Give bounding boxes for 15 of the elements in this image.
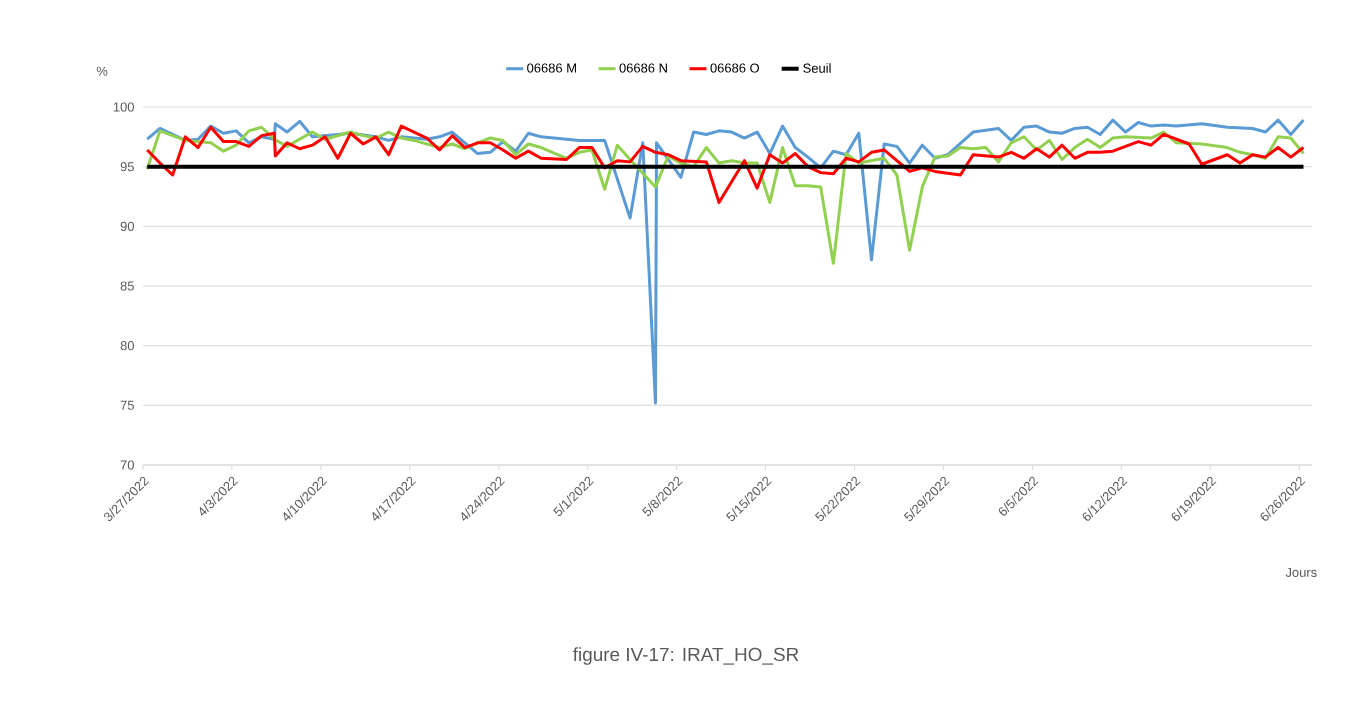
line-series: [145, 124, 1305, 204]
text: figure IV-17: IRAT_HO_SR: [573, 647, 799, 665]
legend-label: 06686 M: [527, 63, 576, 73]
y-tick-label: 70: [120, 460, 134, 470]
legend-label: 06686 O: [710, 63, 760, 73]
y-tick-label: 75: [120, 400, 134, 410]
y-tick-label: 90: [120, 221, 134, 231]
x-axis-title: Jours: [1285, 567, 1317, 577]
legend-label: Seuil: [803, 63, 831, 73]
y-axis-title: %: [96, 66, 108, 76]
y-tick-label: 80: [120, 341, 134, 351]
y-tick-label: 100: [113, 102, 134, 112]
y-tick-label: 85: [120, 281, 134, 291]
legend-label: 06686 N: [619, 63, 667, 73]
y-tick-label: 95: [120, 162, 134, 172]
